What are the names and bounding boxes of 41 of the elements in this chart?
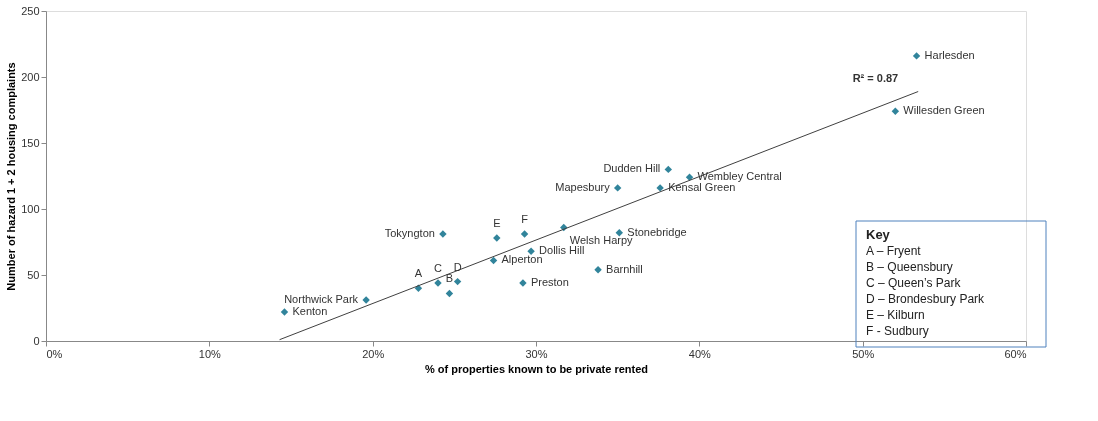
x-axis-title: % of properties known to be private rented xyxy=(424,362,649,375)
y-tick-label: 100 xyxy=(21,202,40,215)
annotation: Dudden Hill xyxy=(603,162,661,175)
x-tick-label: 60% xyxy=(1004,347,1027,360)
annotation: B – Queensbury xyxy=(866,260,953,274)
annotation: Mapesbury xyxy=(555,180,611,193)
x-tick-label: 10% xyxy=(198,347,222,360)
annotation: C xyxy=(434,261,443,274)
annotation: Northwick Park xyxy=(284,293,359,306)
y-tick-label: 150 xyxy=(21,136,40,149)
annotation: F xyxy=(521,213,529,226)
annotation: A – Fryent xyxy=(866,244,922,258)
y-axis-title: Number of hazard 1 + 2 housing complaints xyxy=(5,62,18,291)
y-tick-label: 50 xyxy=(27,268,40,281)
annotation: Stonebridge xyxy=(627,225,687,238)
y-tick-label: 0 xyxy=(33,334,40,347)
annotation: A xyxy=(414,267,423,280)
y-tick-label: 200 xyxy=(21,70,40,83)
annotation: Harlesden xyxy=(924,48,975,61)
x-tick-label: 50% xyxy=(852,347,875,360)
annotation: D xyxy=(453,260,462,273)
annotation: F - Sudbury xyxy=(866,324,929,338)
annotation: E – Kilburn xyxy=(866,308,925,322)
annotation: Key xyxy=(866,227,891,242)
annotation: C – Queen’s Park xyxy=(866,276,962,290)
y-tick-label: 250 xyxy=(21,4,40,17)
annotation: Barnhill xyxy=(606,262,643,275)
annotation: D – Brondesbury Park xyxy=(866,292,986,306)
annotation: E xyxy=(493,217,501,230)
annotation: Tokyngton xyxy=(384,227,435,240)
x-tick-label: 0% xyxy=(46,347,63,360)
x-tick-label: 20% xyxy=(362,347,385,360)
x-tick-label: 30% xyxy=(525,347,548,360)
annotation: Kenton xyxy=(292,304,328,317)
annotation: Kensal Green xyxy=(668,180,736,193)
x-tick-label: 40% xyxy=(688,347,712,360)
annotation: R² = 0.87 xyxy=(852,71,899,84)
annotation: B xyxy=(445,272,454,285)
annotation: Wembley Central xyxy=(697,170,782,183)
annotation: Preston xyxy=(530,275,569,288)
annotation: Willesden Green xyxy=(903,104,985,117)
